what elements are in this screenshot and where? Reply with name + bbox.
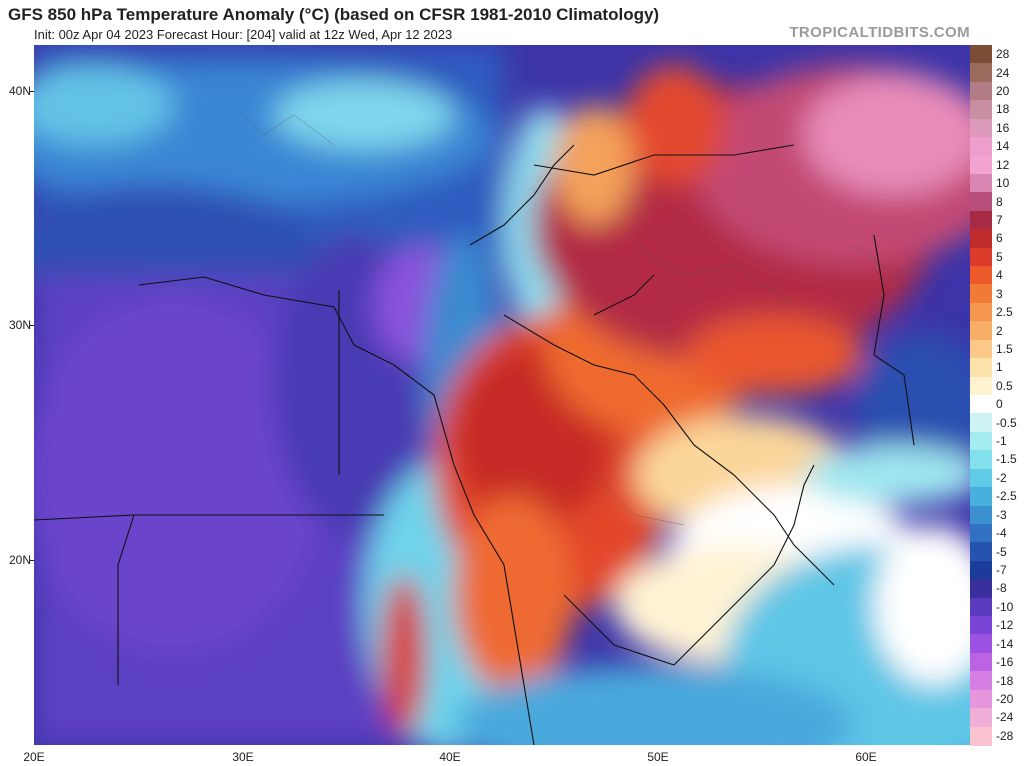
colorbar-label: -2.5 — [996, 489, 1017, 504]
colorbar-label: -1.5 — [996, 452, 1017, 467]
colorbar-label: 4 — [996, 268, 1003, 283]
colorbar-swatch — [970, 302, 992, 322]
colorbar-swatch — [970, 376, 992, 396]
colorbar-label: -16 — [996, 655, 1014, 670]
colorbar-swatch — [970, 689, 992, 709]
colorbar-label: 2.5 — [996, 305, 1013, 320]
colorbar-label: -20 — [996, 691, 1014, 706]
colorbar-swatch — [970, 450, 992, 470]
anomaly-field — [34, 45, 970, 745]
colorbar-label: 0 — [996, 397, 1003, 412]
colorbar-swatch — [970, 560, 992, 580]
colorbar-swatch — [970, 137, 992, 157]
colorbar-label: 24 — [996, 65, 1010, 80]
colorbar-swatch — [970, 542, 992, 562]
colorbar-label: 3 — [996, 286, 1003, 301]
colorbar-label: 8 — [996, 194, 1003, 209]
colorbar-label: -8 — [996, 581, 1007, 596]
colorbar-swatch — [970, 210, 992, 230]
colorbar-label: -18 — [996, 673, 1014, 688]
lon-label-30e: 30E — [232, 750, 254, 764]
colorbar-label: 16 — [996, 120, 1010, 135]
colorbar-label: 20 — [996, 84, 1010, 99]
colorbar-label: -3 — [996, 507, 1007, 522]
colorbar-label: 6 — [996, 231, 1003, 246]
colorbar — [970, 45, 992, 746]
lat-label-40n: 40N — [8, 84, 31, 98]
colorbar-label: 14 — [996, 139, 1010, 154]
colorbar-swatch — [970, 321, 992, 341]
colorbar-label: -0.5 — [996, 415, 1017, 430]
colorbar-swatch — [970, 708, 992, 728]
lon-label-40e: 40E — [439, 750, 461, 764]
colorbar-swatch — [970, 229, 992, 249]
colorbar-swatch — [970, 81, 992, 101]
colorbar-label: -4 — [996, 526, 1007, 541]
colorbar-swatch — [970, 192, 992, 212]
colorbar-swatch — [970, 487, 992, 507]
colorbar-label: 0.5 — [996, 378, 1013, 393]
colorbar-swatch — [970, 579, 992, 599]
lat-tick-40n — [30, 91, 34, 92]
colorbar-label: 1.5 — [996, 341, 1013, 356]
colorbar-label: 2 — [996, 323, 1003, 338]
colorbar-swatch — [970, 284, 992, 304]
colorbar-swatch — [970, 395, 992, 415]
lon-label-50e: 50E — [647, 750, 669, 764]
colorbar-label: 10 — [996, 176, 1010, 191]
colorbar-label: -2 — [996, 470, 1007, 485]
lon-label-20e: 20E — [23, 750, 45, 764]
colorbar-swatch — [970, 505, 992, 525]
colorbar-swatch — [970, 431, 992, 451]
colorbar-label: 18 — [996, 102, 1010, 117]
colorbar-swatch — [970, 652, 992, 672]
lon-label-60e: 60E — [855, 750, 877, 764]
colorbar-swatch — [970, 413, 992, 433]
colorbar-swatch — [970, 247, 992, 267]
colorbar-label: -1 — [996, 434, 1007, 449]
colorbar-swatch — [970, 634, 992, 654]
colorbar-label: 28 — [996, 47, 1010, 62]
colorbar-swatch — [970, 523, 992, 543]
colorbar-swatch — [970, 266, 992, 286]
colorbar-swatch — [970, 100, 992, 120]
colorbar-label: 12 — [996, 157, 1010, 172]
colorbar-swatch — [970, 339, 992, 359]
map-title: GFS 850 hPa Temperature Anomaly (°C) (ba… — [8, 5, 660, 24]
colorbar-swatch — [970, 597, 992, 617]
colorbar-label: -5 — [996, 544, 1007, 559]
colorbar-label: -12 — [996, 618, 1014, 633]
colorbar-label: 1 — [996, 360, 1003, 375]
lat-tick-20n — [30, 560, 34, 561]
lat-label-30n: 30N — [8, 318, 31, 332]
colorbar-swatch — [970, 118, 992, 138]
colorbar-swatch — [970, 173, 992, 193]
lat-tick-30n — [30, 325, 34, 326]
colorbar-swatch — [970, 358, 992, 378]
colorbar-swatch — [970, 616, 992, 636]
map-subtitle: Init: 00z Apr 04 2023 Forecast Hour: [20… — [34, 27, 453, 42]
colorbar-swatch — [970, 468, 992, 488]
colorbar-label: -28 — [996, 728, 1014, 743]
brand-watermark: TROPICALTIDBITS.COM — [789, 24, 970, 41]
colorbar-swatch — [970, 155, 992, 175]
colorbar-swatch — [970, 671, 992, 691]
colorbar-label: -24 — [996, 710, 1014, 725]
colorbar-label: 5 — [996, 249, 1003, 264]
colorbar-swatch — [970, 63, 992, 83]
colorbar-swatch — [970, 726, 992, 746]
colorbar-label: -14 — [996, 636, 1014, 651]
colorbar-swatch — [970, 45, 992, 65]
lat-label-20n: 20N — [8, 553, 31, 567]
anomaly-map — [34, 45, 970, 745]
colorbar-label: -7 — [996, 563, 1007, 577]
colorbar-label: -10 — [996, 599, 1014, 614]
colorbar-label: 7 — [996, 213, 1003, 227]
